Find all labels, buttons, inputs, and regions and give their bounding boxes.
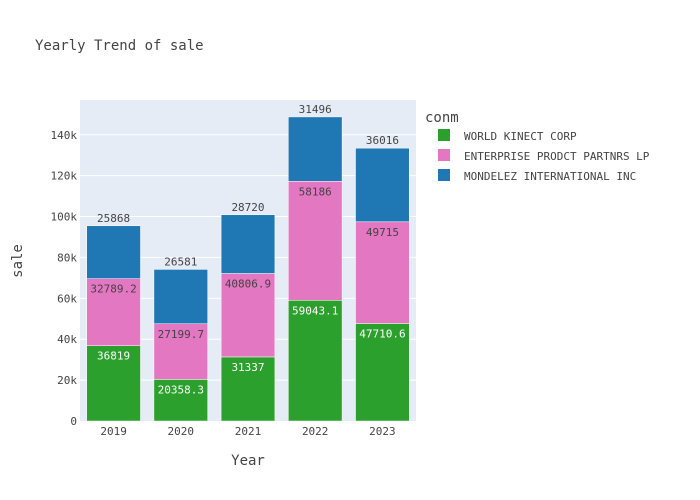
x-tick-label: 2021 [235, 425, 262, 438]
chart-title: Yearly Trend of sale [35, 38, 204, 54]
bar [153, 323, 208, 380]
bar-value-label: 40806.9 [225, 277, 271, 290]
legend-label: WORLD KINECT CORP [464, 130, 577, 143]
bar-value-label: 28720 [231, 201, 264, 214]
x-axis-title: Year [231, 453, 265, 469]
legend-swatch [438, 169, 450, 181]
legend-label: MONDELEZ INTERNATIONAL INC [464, 170, 636, 183]
bar [153, 269, 208, 325]
y-tick-label: 40k [57, 333, 77, 346]
bar [86, 225, 141, 279]
legend: WORLD KINECT CORP ENTERPRISE PRODCT PARTN… [438, 129, 650, 183]
legend-label: ENTERPRISE PRODCT PARTNRS LP [464, 150, 650, 163]
y-tick-label: 80k [57, 251, 77, 264]
legend-swatch [438, 149, 450, 161]
bar [220, 273, 276, 358]
y-tick-label: 20k [57, 374, 77, 387]
x-tick-label: 2020 [168, 425, 195, 438]
bar-value-label: 32789.2 [90, 283, 136, 296]
bar [153, 379, 208, 422]
bar-value-label: 20358.3 [158, 383, 204, 396]
legend-title: conm [425, 110, 459, 126]
bar-value-label: 49715 [366, 226, 399, 239]
bar [288, 181, 343, 301]
y-tick-label: 0 [70, 415, 77, 428]
bar-value-label: 36819 [97, 350, 130, 363]
bar [355, 323, 410, 422]
bar-value-label: 25868 [97, 212, 130, 225]
bar [220, 356, 276, 422]
y-tick-label: 140k [51, 129, 78, 142]
legend-swatch [438, 129, 450, 141]
bar-value-label: 58186 [299, 185, 332, 198]
y-axis-title: sale [10, 244, 26, 278]
y-axis-ticks: 0 20k 40k 60k 80k 100k 120k 140k [51, 129, 78, 428]
bar-value-label: 27199.7 [158, 328, 204, 341]
y-tick-label: 60k [57, 292, 77, 305]
bar [355, 147, 410, 223]
x-tick-label: 2022 [302, 425, 329, 438]
y-tick-label: 100k [51, 211, 78, 224]
bar-labels: 36819 32789.2 25868 20358.3 27199.7 26581 3133… [90, 103, 405, 396]
bar-value-label: 31496 [299, 103, 332, 116]
bar-value-label: 31337 [231, 361, 264, 374]
bar [288, 116, 343, 182]
y-tick-label: 120k [51, 170, 78, 183]
x-tick-label: 2023 [369, 425, 396, 438]
x-axis-ticks: 2019 2020 2021 2022 2023 [100, 425, 395, 438]
bar-value-label: 26581 [164, 255, 197, 268]
bar [86, 278, 141, 346]
bar [288, 300, 343, 422]
bars [86, 116, 410, 422]
bar [220, 214, 276, 274]
bar-value-label: 59043.1 [292, 304, 338, 317]
x-tick-label: 2019 [100, 425, 127, 438]
bar-value-label: 36016 [366, 134, 399, 147]
bar-value-label: 47710.6 [359, 327, 405, 340]
